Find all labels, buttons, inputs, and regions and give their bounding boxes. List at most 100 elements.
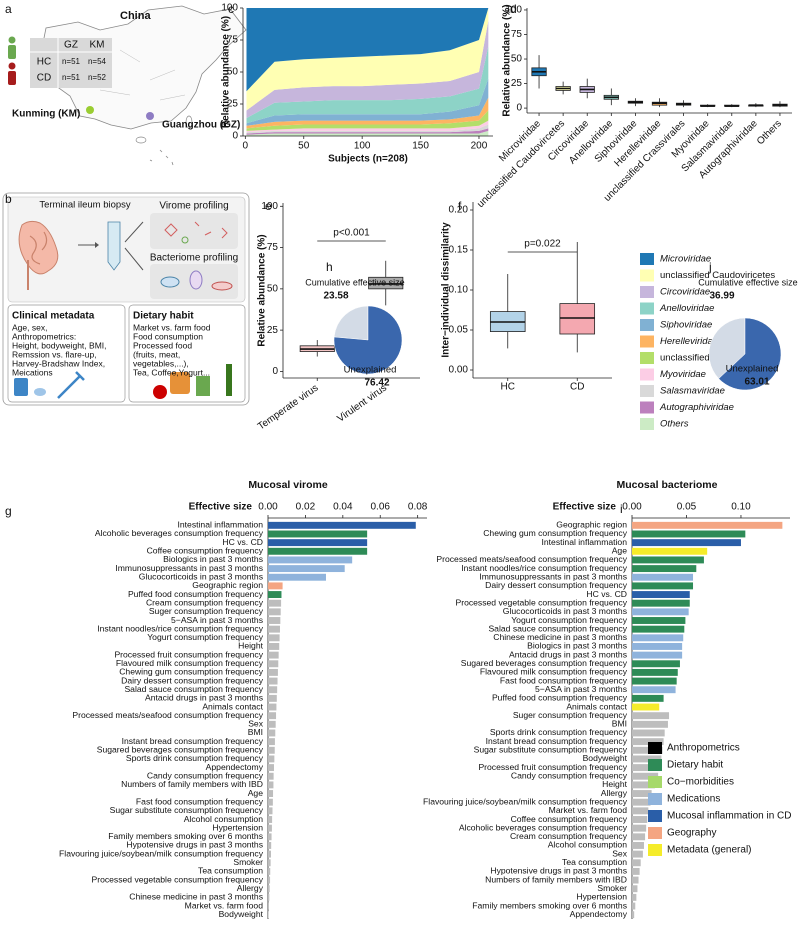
x-tick-label: 0.05 [677,502,697,513]
bar-label: Immunosuppressants in past 3 months [115,563,263,573]
slice-label: Cumulative effective size [698,277,797,287]
syringe-icon [57,371,85,399]
box-line: Height, bodyweight, BMI, [12,340,107,350]
x-tick-label: 0.06 [371,502,391,513]
legend-swatch [648,759,662,771]
bar [268,591,282,599]
food-icon [153,385,167,399]
bar-label: Flavouring juice/soybean/milk consumptio… [423,796,628,806]
bar [632,885,638,893]
y-tick-label: 0.05 [449,325,469,336]
china-outline [41,5,247,130]
bar [632,547,708,555]
bar-label: Height [238,641,263,651]
bar-label: Appendectomy [206,762,264,772]
bar-label: Smoker [597,883,627,893]
bar [268,686,278,694]
bar [632,720,668,728]
legend-label: Autographiviridae [659,402,734,413]
x-tick-label: 0 [243,141,249,152]
bar-label: Biologics in past 3 months [527,641,627,651]
bar [268,539,368,547]
bar-label: Processed vegetable consumption frequenc… [455,597,627,607]
y-tick-label: 75 [267,242,279,253]
outer-box [2,192,250,406]
bar-label: Numbers of family members with IBD [121,779,263,789]
bar [632,573,694,581]
bar [632,738,664,746]
bar [268,772,274,780]
legend-label: Medications [667,794,720,805]
area-layer [246,97,489,129]
bar [268,694,277,702]
legend-label: Circoviridae [660,287,710,298]
pie-slice [708,317,746,379]
bar [632,867,640,875]
x-tick-label: 0.00 [258,502,278,513]
pie-slice [333,305,403,375]
island [135,136,147,144]
slice-value: 36.99 [709,291,734,302]
table-header: KM [90,40,105,51]
bar-label: Market vs. farm food [549,805,628,815]
bar-label: Processed fruit consumption frequency [478,762,627,772]
legend-swatch [648,776,662,788]
x-tick-label: Temperate virus [256,383,321,433]
bar-label: Flavoured milk consumption frequency [116,658,264,668]
y-tick-label: 25 [511,78,523,89]
bar-label: Numbers of family members with IBD [485,874,627,884]
bar [268,729,276,737]
site-label: Guangzhou (GZ) [162,120,240,131]
bar-label: Processed meats/seafood consumption freq… [436,554,627,564]
bar-label: Instant bread consumption frequency [486,736,628,746]
bar-label: Instant noodles/rice consumption frequen… [97,623,263,633]
bar-label: Alcoholic beverages consumption frequenc… [459,822,628,832]
bar-label: Geographic region [556,520,627,530]
legend-swatch [640,335,654,348]
legend-swatch [648,827,662,839]
panel-label: c [228,2,234,16]
box-title: Dietary habit [133,311,194,322]
bar [632,608,689,616]
bar [268,841,272,849]
y-tick-label: 75 [227,35,239,46]
y-tick-label: 0 [272,366,278,377]
bar [632,798,651,806]
map: China GZ KM HC n=51 n=54 CD n=51 n=52 Ku… [8,5,247,166]
bar [632,772,659,780]
bar-label: Sugar substitute consumption frequency [110,805,264,815]
area-layer [246,120,489,133]
bar [632,582,694,590]
bar-label: Sugar substitute consumption frequency [474,745,628,755]
slice-value: 63.01 [744,377,769,388]
bar [268,807,273,815]
area-layer [246,8,489,111]
islands [149,149,174,166]
bar-label: Fast food consumption frequency [500,675,628,685]
bar [632,807,649,815]
x-tick-label: CD [570,382,584,393]
arrow [124,221,144,271]
bar [632,850,643,858]
x-tick-label: HC [501,382,515,393]
bar [268,642,280,650]
cohort-table [30,38,112,88]
legend-label: Anelloviridae [659,303,714,314]
box-line: Market vs. farm food [133,322,211,332]
y-tick-label: 100 [221,3,238,14]
bar [632,530,746,538]
bar [268,746,275,754]
area-layer [246,78,489,126]
bar-label: Yogurt consumption frequency [511,615,627,625]
bar [632,712,670,720]
bar-label: Salad sauce consumption frequency [124,684,263,694]
bar [268,833,272,841]
clinical-box [7,304,126,403]
virome-box [150,213,238,249]
bacteria-icons [211,281,233,291]
bar [268,608,281,616]
bar-label: Alcohol consumption [548,840,628,850]
x-axis-label: Effective size [189,502,253,513]
legend-label: Others [660,419,689,430]
bar [268,738,275,746]
